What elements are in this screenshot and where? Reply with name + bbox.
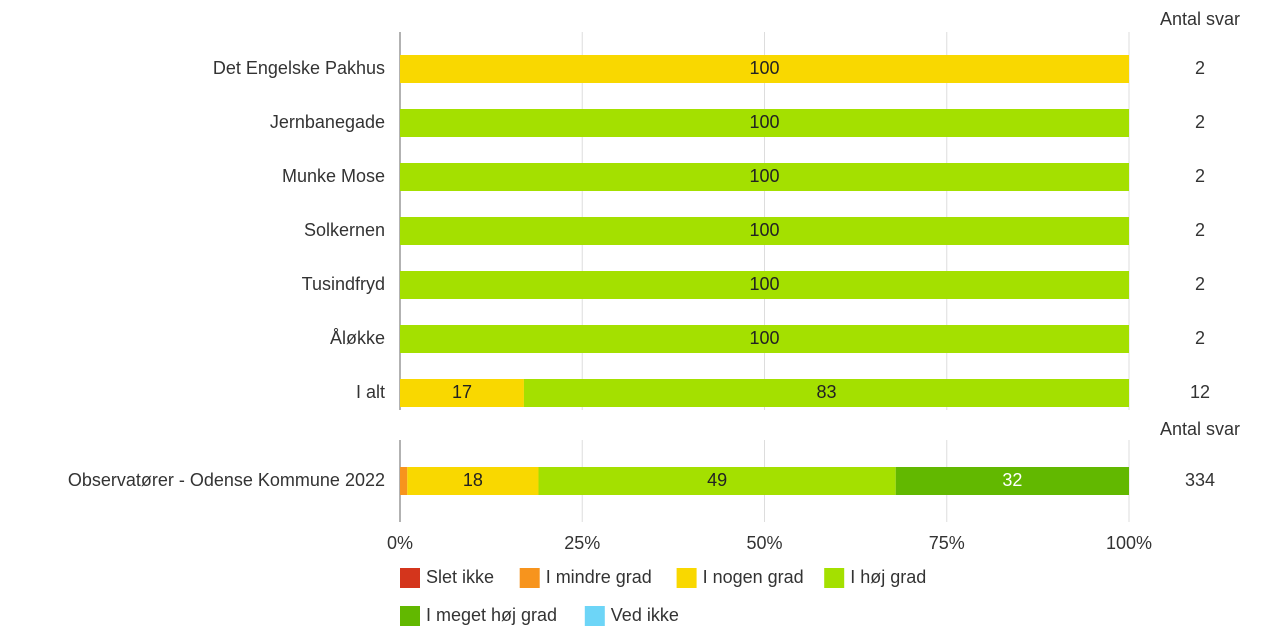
data-label: 100 [749,58,779,78]
y-tick-label: Det Engelske Pakhus [213,58,385,78]
bar-segment [400,217,1129,245]
y-tick-label: Jernbanegade [270,112,385,132]
bar-segment [895,467,1129,495]
legend-swatch [676,568,697,588]
count-label: 2 [1195,58,1205,78]
count-label: 12 [1190,382,1210,402]
count-label: 2 [1195,220,1205,240]
y-tick-label: Åløkke [330,328,385,348]
x-tick-label: 75% [929,533,965,553]
data-label: 18 [463,470,483,490]
count-label: 2 [1195,112,1205,132]
x-tick-label: 50% [746,533,782,553]
count-label: 2 [1195,328,1205,348]
data-label: 17 [452,382,472,402]
count-label: 2 [1195,166,1205,186]
bar-segment [400,271,1129,299]
y-tick-label: I alt [356,382,385,402]
y-tick-label: Observatører - Odense Kommune 2022 [68,470,385,490]
bar-segment [400,467,408,495]
y-tick-label: Solkernen [304,220,385,240]
count-label: 2 [1195,274,1205,294]
bar-segment [400,55,1129,83]
legend-label: I høj grad [850,567,926,587]
legend-label: Slet ikke [426,567,494,587]
legend-swatch [584,606,605,626]
data-label: 49 [707,470,727,490]
data-label: 100 [749,220,779,240]
bar-segment [400,163,1129,191]
data-label: 100 [749,166,779,186]
bar-segment [400,379,524,407]
counts-title: Antal svar [1160,9,1240,29]
legend-label: I mindre grad [546,567,652,587]
x-tick-label: 0% [387,533,413,553]
data-label: 100 [749,274,779,294]
count-label: 334 [1185,470,1215,490]
data-label: 100 [749,328,779,348]
legend-swatch [519,568,540,588]
legend-swatch [400,606,420,626]
bar-segment [407,467,539,495]
bar-segment [523,379,1129,407]
data-label: 83 [816,382,836,402]
data-label: 32 [1002,470,1022,490]
legend-label: Ved ikke [611,605,679,625]
counts-title: Antal svar [1160,419,1240,439]
x-tick-label: 100% [1106,533,1152,553]
y-tick-label: Tusindfryd [302,274,385,294]
x-tick-label: 25% [564,533,600,553]
legend-label: I nogen grad [703,567,804,587]
bar-segment [400,325,1129,353]
legend-label: I meget høj grad [426,605,557,625]
bar-segment [400,109,1129,137]
legend-swatch [400,568,420,588]
legend-swatch [824,568,845,588]
data-label: 100 [749,112,779,132]
y-tick-label: Munke Mose [282,166,385,186]
bar-segment [538,467,896,495]
